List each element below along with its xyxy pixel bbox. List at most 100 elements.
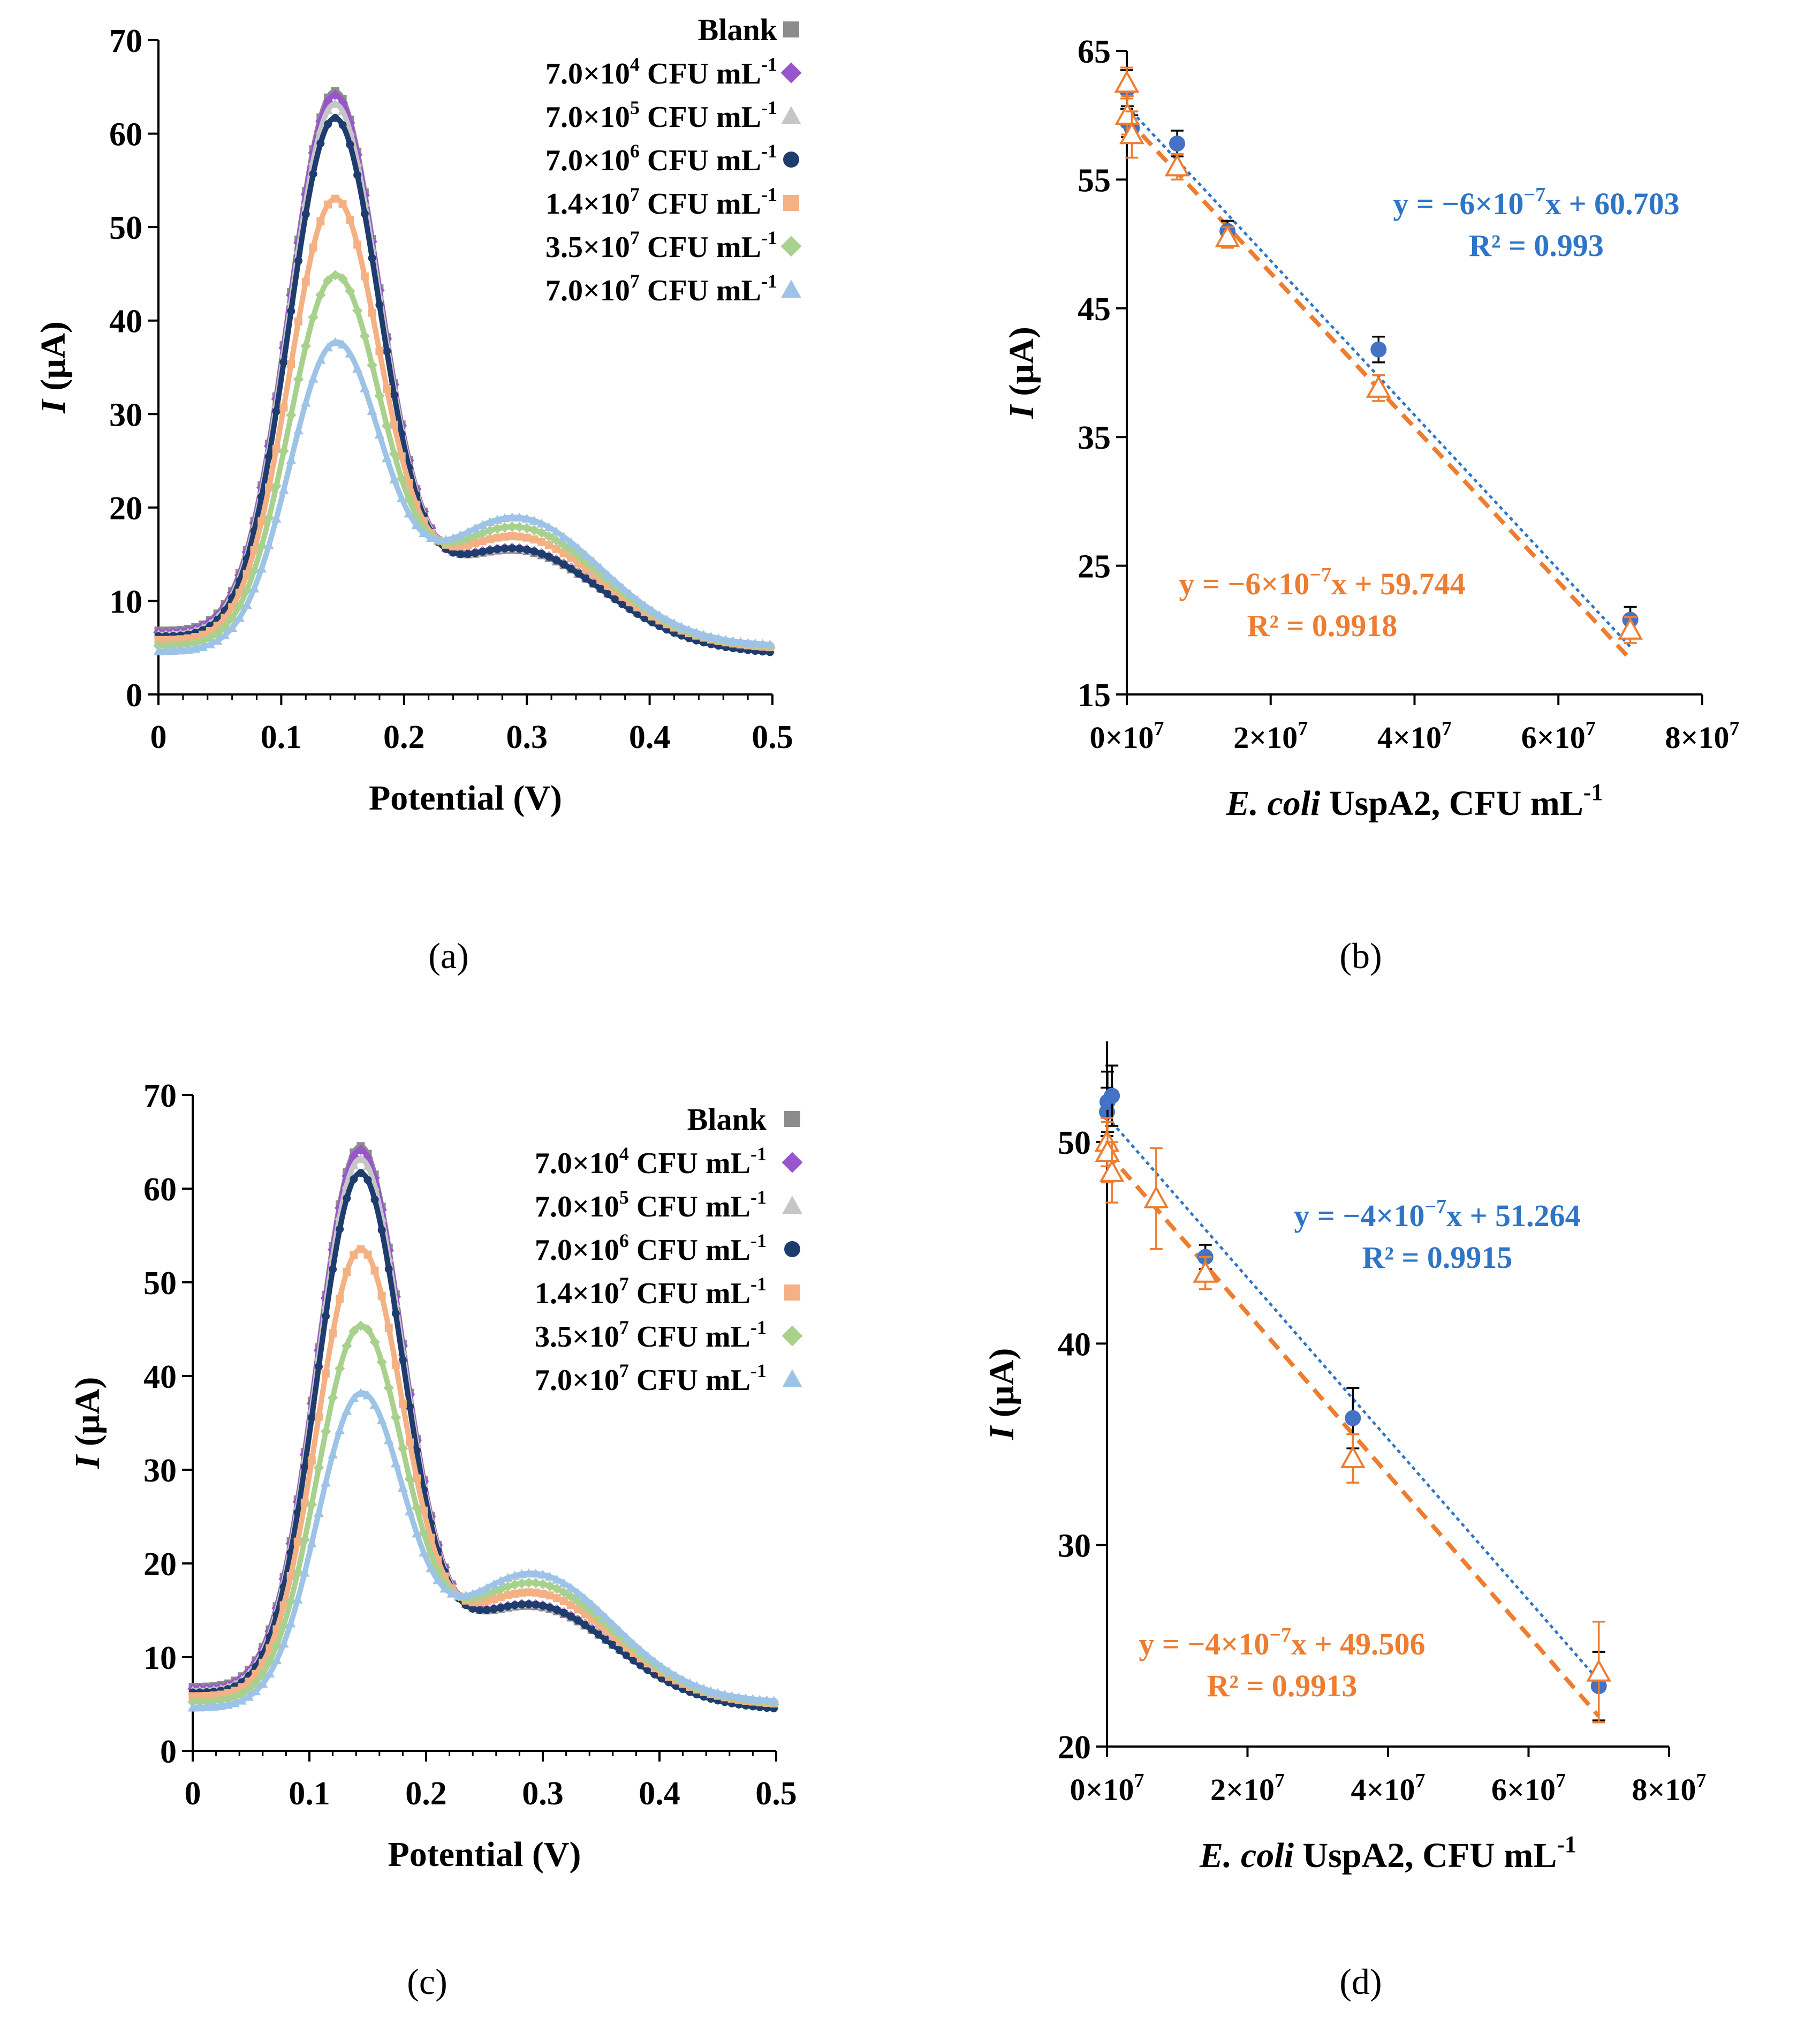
- data-point: [477, 520, 488, 530]
- data-point: [762, 1695, 772, 1705]
- legend-marker: [780, 62, 802, 84]
- data-point: [1586, 1659, 1612, 1682]
- x-tick-base: 2×10: [1233, 720, 1298, 755]
- y-tick-label: 50: [1058, 1125, 1091, 1161]
- data-point: [294, 317, 303, 326]
- data-point: [537, 538, 546, 546]
- legend-label: 3.5×107 CFU mL-1: [545, 227, 777, 264]
- scatter-series-orange: [1114, 66, 1643, 644]
- data-point: [735, 637, 746, 646]
- legend-exp: 6: [619, 1230, 629, 1251]
- data-point: [500, 532, 509, 541]
- data-point: [237, 1695, 247, 1705]
- data-point: [588, 556, 598, 566]
- data-point: [336, 1294, 344, 1303]
- data-point: [544, 553, 553, 561]
- data-point: [227, 623, 238, 632]
- data-point: [404, 508, 414, 518]
- data-point: [755, 1695, 765, 1704]
- data-point: [330, 99, 340, 108]
- data-point: [588, 1615, 596, 1624]
- data-point: [206, 627, 214, 636]
- x-tick-exp: 7: [1442, 717, 1452, 740]
- legend-prefix: 7.0×10: [535, 1190, 619, 1223]
- data-point: [456, 542, 465, 550]
- data-point: [1143, 1185, 1169, 1208]
- y-tick-label: 30: [109, 397, 142, 433]
- legend-marker: [783, 195, 799, 211]
- data-point: [360, 209, 369, 218]
- data-point: [323, 105, 333, 115]
- legend-unit-exp: -1: [750, 1273, 767, 1295]
- data-point: [346, 140, 354, 149]
- data-point: [433, 1575, 443, 1584]
- data-point: [153, 640, 164, 651]
- data-point: [360, 272, 369, 281]
- data-point: [588, 1626, 596, 1634]
- data-point: [357, 1169, 365, 1177]
- y-tick-label: 45: [1078, 291, 1111, 328]
- data-point: [595, 1630, 603, 1639]
- data-point: [199, 630, 207, 639]
- data-point: [405, 479, 413, 487]
- legend-unit: CFU mL: [629, 1277, 750, 1310]
- x-axis-label: E. coli UspA2, CFU mL-1: [1225, 779, 1603, 823]
- data-point: [525, 1588, 533, 1597]
- data-point: [183, 639, 193, 649]
- data-point: [315, 290, 326, 300]
- data-point: [389, 474, 399, 484]
- data-point: [398, 1400, 407, 1408]
- data-point: [316, 217, 325, 225]
- data-point: [618, 600, 627, 609]
- data-point: [464, 541, 472, 549]
- data-point: [264, 1668, 275, 1678]
- data-point: [551, 535, 562, 546]
- data-point: [235, 588, 244, 597]
- data-point: [1370, 341, 1387, 358]
- data-point: [508, 544, 517, 553]
- data-point: [376, 1415, 387, 1424]
- data-point: [383, 385, 391, 394]
- data-point: [363, 1250, 372, 1259]
- data-point: [517, 1569, 527, 1578]
- data-point: [348, 1393, 359, 1403]
- data-point: [219, 630, 230, 639]
- data-point: [580, 1593, 590, 1603]
- data-point: [467, 1589, 478, 1598]
- data-point: [405, 1438, 414, 1447]
- data-point: [721, 634, 731, 644]
- x-axis-label-exp: -1: [1557, 1831, 1576, 1857]
- data-point: [748, 1694, 758, 1703]
- data-point: [194, 1696, 205, 1707]
- data-point: [183, 645, 193, 654]
- data-point: [426, 1563, 436, 1573]
- data-point: [244, 1691, 254, 1701]
- eq-exp: −7: [1309, 564, 1331, 586]
- data-point: [656, 1661, 667, 1671]
- data-point: [726, 1691, 737, 1701]
- data-point: [241, 585, 252, 595]
- y-axis-label: I (µA): [68, 1377, 107, 1470]
- data-point: [647, 606, 657, 615]
- scatter-series-blue: [1099, 1064, 1607, 1721]
- data-point: [489, 1579, 499, 1589]
- data-point: [628, 1639, 639, 1649]
- data-point: [757, 639, 768, 648]
- x-tick-label: 4×107: [1351, 1770, 1425, 1807]
- data-point: [558, 532, 569, 541]
- x-tick-label: 0.3: [522, 1775, 564, 1812]
- data-point: [740, 1693, 751, 1703]
- legend-unit-exp: -1: [750, 1143, 767, 1165]
- data-point: [384, 1324, 393, 1332]
- data-point: [162, 636, 170, 644]
- legend-marker: [782, 1325, 803, 1347]
- data-point: [230, 1687, 239, 1695]
- data-point: [169, 636, 178, 644]
- x-tick-base: 6×10: [1521, 720, 1586, 755]
- data-point: [539, 1601, 547, 1610]
- data-point: [299, 1534, 310, 1545]
- data-point: [573, 1605, 582, 1614]
